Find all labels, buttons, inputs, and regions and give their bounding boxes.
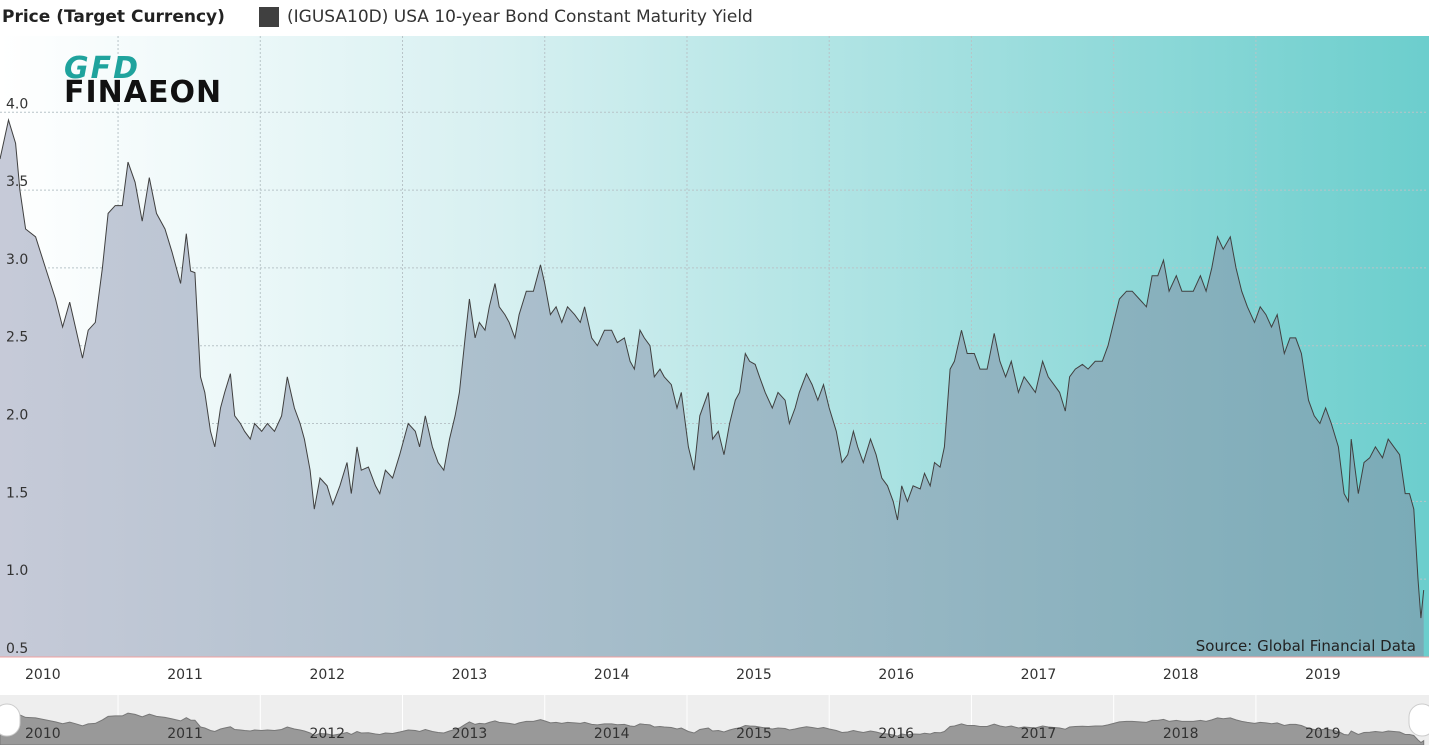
navigator-tick-label: 2013 [452, 726, 488, 742]
navigator-tick-label: 2014 [594, 726, 630, 742]
x-tick-label: 2016 [878, 667, 914, 683]
y-tick-label: 3.5 [6, 174, 28, 190]
logo-top: GFD [64, 51, 140, 86]
area-fill [0, 120, 1424, 657]
navigator-handle-right[interactable] [1408, 703, 1429, 737]
y-tick-label: 3.0 [6, 252, 28, 268]
x-tick-label: 2014 [594, 667, 630, 683]
x-tick-label: 2012 [309, 667, 345, 683]
navigator-tick-label: 2010 [25, 726, 61, 742]
navigator-tick-label: 2017 [1021, 726, 1057, 742]
logo-bottom: FINAEON [64, 75, 222, 110]
y-tick-label: 0.5 [6, 641, 28, 657]
plot: 0.5 1.0 1.5 2.0 2.5 3.0 3.5 4.0 [0, 96, 1425, 657]
y-tick-label: 2.5 [6, 330, 28, 346]
x-tick-label: 2010 [25, 667, 61, 683]
source-note: Source: Global Financial Data [1196, 637, 1416, 655]
legend-label: (IGUSA10D) USA 10-year Bond Constant Mat… [287, 7, 753, 27]
series-line [0, 118, 1425, 619]
y-tick-label: 1.5 [6, 485, 28, 501]
navigator-series [0, 695, 1425, 746]
chart-title: Price (Target Currency) [2, 7, 225, 27]
x-tick-label: 2011 [167, 667, 203, 683]
navigator-tick-label: 2011 [167, 726, 203, 742]
y-tick-label: 2.0 [6, 408, 28, 424]
navigator-tick-label: 2016 [878, 726, 914, 742]
y-tick-label: 4.0 [6, 96, 28, 112]
navigator-handle-left[interactable] [0, 703, 21, 737]
navigator-area [0, 709, 1425, 746]
legend-swatch [259, 7, 279, 27]
navigator-tick-label: 2012 [309, 726, 345, 742]
y-tick-label: 1.0 [6, 563, 28, 579]
x-tick-label: 2019 [1305, 667, 1341, 683]
x-tick-label: 2018 [1163, 667, 1199, 683]
navigator-tick-label: 2015 [736, 726, 772, 742]
navigator-tick-label: 2019 [1305, 726, 1341, 742]
x-tick-label: 2013 [452, 667, 488, 683]
navigator-tick-label: 2018 [1163, 726, 1199, 742]
x-tick-label: 2015 [736, 667, 772, 683]
x-tick-label: 2017 [1021, 667, 1057, 683]
